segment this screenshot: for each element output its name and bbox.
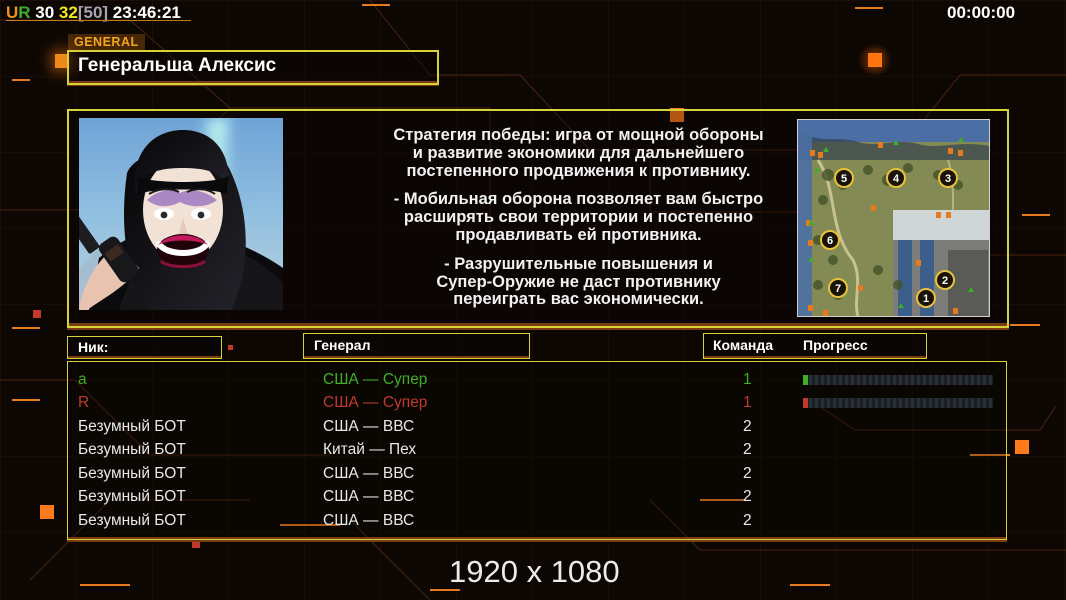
svg-text:7: 7 xyxy=(835,283,841,295)
svg-text:2: 2 xyxy=(942,275,948,287)
svg-text:3: 3 xyxy=(945,173,951,185)
svg-text:1: 1 xyxy=(923,293,929,305)
svg-text:4: 4 xyxy=(893,173,900,185)
svg-text:6: 6 xyxy=(827,235,833,247)
svg-text:5: 5 xyxy=(841,173,847,185)
